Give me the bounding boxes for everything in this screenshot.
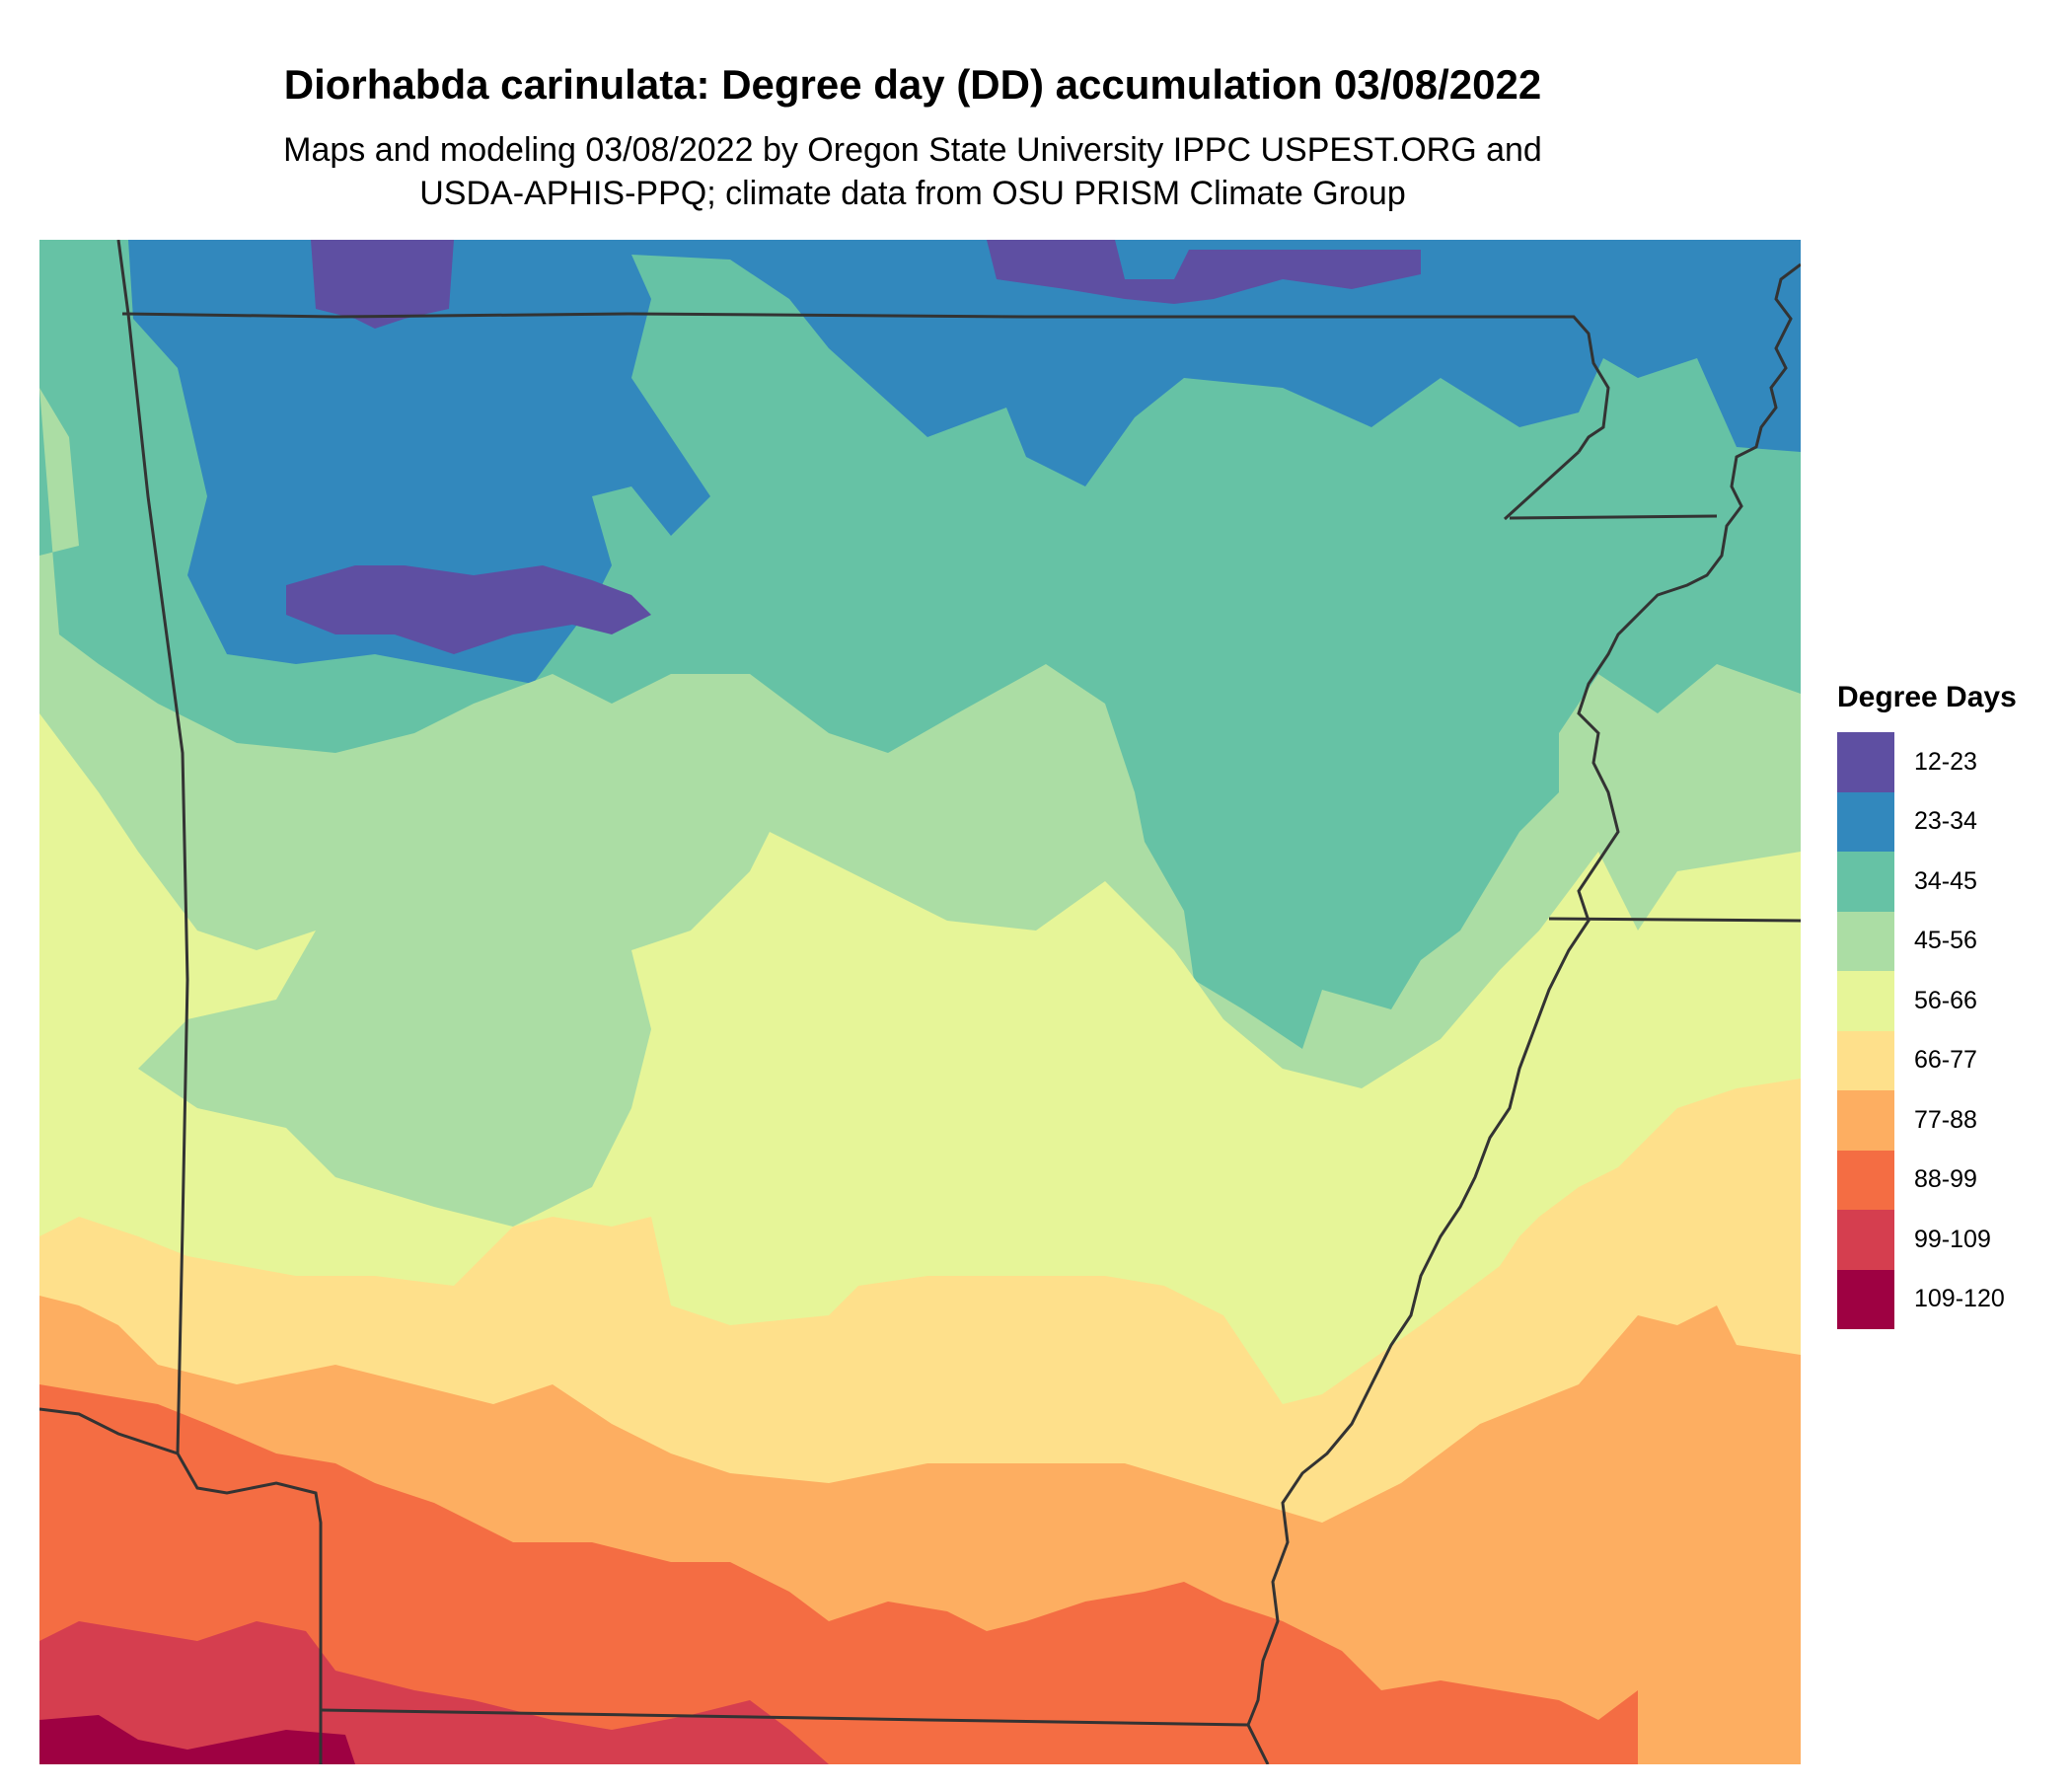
band-88-99 bbox=[39, 1384, 1638, 1764]
legend: Degree Days 12-23 23-34 34-45 45-56 56-66 66-… bbox=[1837, 681, 2054, 1329]
band-12-23-northeast bbox=[987, 240, 1421, 304]
band-99-109 bbox=[39, 1621, 829, 1764]
band-12-23-west bbox=[286, 565, 651, 654]
legend-item: 45-56 bbox=[1837, 911, 2054, 971]
legend-label: 34-45 bbox=[1914, 866, 1977, 895]
border-missouri-arkansas bbox=[121, 312, 1610, 453]
border-texas-arkansas bbox=[39, 1407, 323, 1764]
band-12-23-north bbox=[311, 240, 454, 329]
legend-item: 23-34 bbox=[1837, 791, 2054, 852]
border-missouri-tennessee bbox=[1503, 450, 1581, 521]
legend-swatch bbox=[1837, 852, 1894, 912]
degree-day-bands bbox=[39, 240, 1801, 1764]
legend-item: 56-66 bbox=[1837, 971, 2054, 1031]
border-tennessee-mississippi bbox=[1548, 917, 1801, 923]
border-mississippi-river bbox=[1246, 262, 1801, 1764]
legend-title: Degree Days bbox=[1837, 681, 2017, 713]
legend-swatch bbox=[1837, 1269, 1894, 1329]
legend-items: 12-23 23-34 34-45 45-56 56-66 66-77 77-88 88-99… bbox=[1837, 732, 2054, 1329]
legend-swatch bbox=[1837, 1030, 1894, 1090]
degree-day-map bbox=[39, 240, 1801, 1764]
map-canvas bbox=[39, 240, 1801, 1764]
legend-item: 109-120 bbox=[1837, 1269, 2054, 1329]
map-subtitle-line-2: USDA-APHIS-PPQ; climate data from OSU PR… bbox=[419, 175, 1406, 212]
border-kentucky-tennessee bbox=[1509, 514, 1718, 520]
legend-item: 77-88 bbox=[1837, 1090, 2054, 1151]
legend-item: 88-99 bbox=[1837, 1150, 2054, 1210]
border-oklahoma-arkansas bbox=[116, 240, 189, 1454]
legend-label: 77-88 bbox=[1914, 1105, 1977, 1134]
legend-item: 12-23 bbox=[1837, 732, 2054, 792]
legend-label: 66-77 bbox=[1914, 1046, 1977, 1075]
map-title: Diorhabda carinulata: Degree day (DD) ac… bbox=[283, 61, 1542, 108]
legend-swatch bbox=[1837, 1090, 1894, 1151]
legend-swatch bbox=[1837, 791, 1894, 852]
state-borders bbox=[39, 240, 1801, 1764]
legend-label: 88-99 bbox=[1914, 1165, 1977, 1194]
map-subtitle-line-1: Maps and modeling 03/08/2022 by Oregon S… bbox=[283, 131, 1542, 169]
legend-swatch bbox=[1837, 911, 1894, 971]
border-louisiana-arkansas bbox=[320, 1708, 1249, 1727]
legend-item: 34-45 bbox=[1837, 852, 2054, 912]
legend-swatch bbox=[1837, 971, 1894, 1031]
band-109-120 bbox=[39, 1715, 355, 1764]
legend-swatch bbox=[1837, 1210, 1894, 1270]
legend-swatch bbox=[1837, 1150, 1894, 1210]
legend-label: 109-120 bbox=[1914, 1285, 2005, 1313]
legend-item: 99-109 bbox=[1837, 1210, 2054, 1270]
legend-label: 99-109 bbox=[1914, 1225, 1991, 1253]
legend-label: 56-66 bbox=[1914, 986, 1977, 1014]
legend-label: 45-56 bbox=[1914, 927, 1977, 955]
legend-label: 23-34 bbox=[1914, 807, 1977, 836]
legend-item: 66-77 bbox=[1837, 1030, 2054, 1090]
legend-label: 12-23 bbox=[1914, 747, 1977, 776]
legend-swatch bbox=[1837, 732, 1894, 792]
